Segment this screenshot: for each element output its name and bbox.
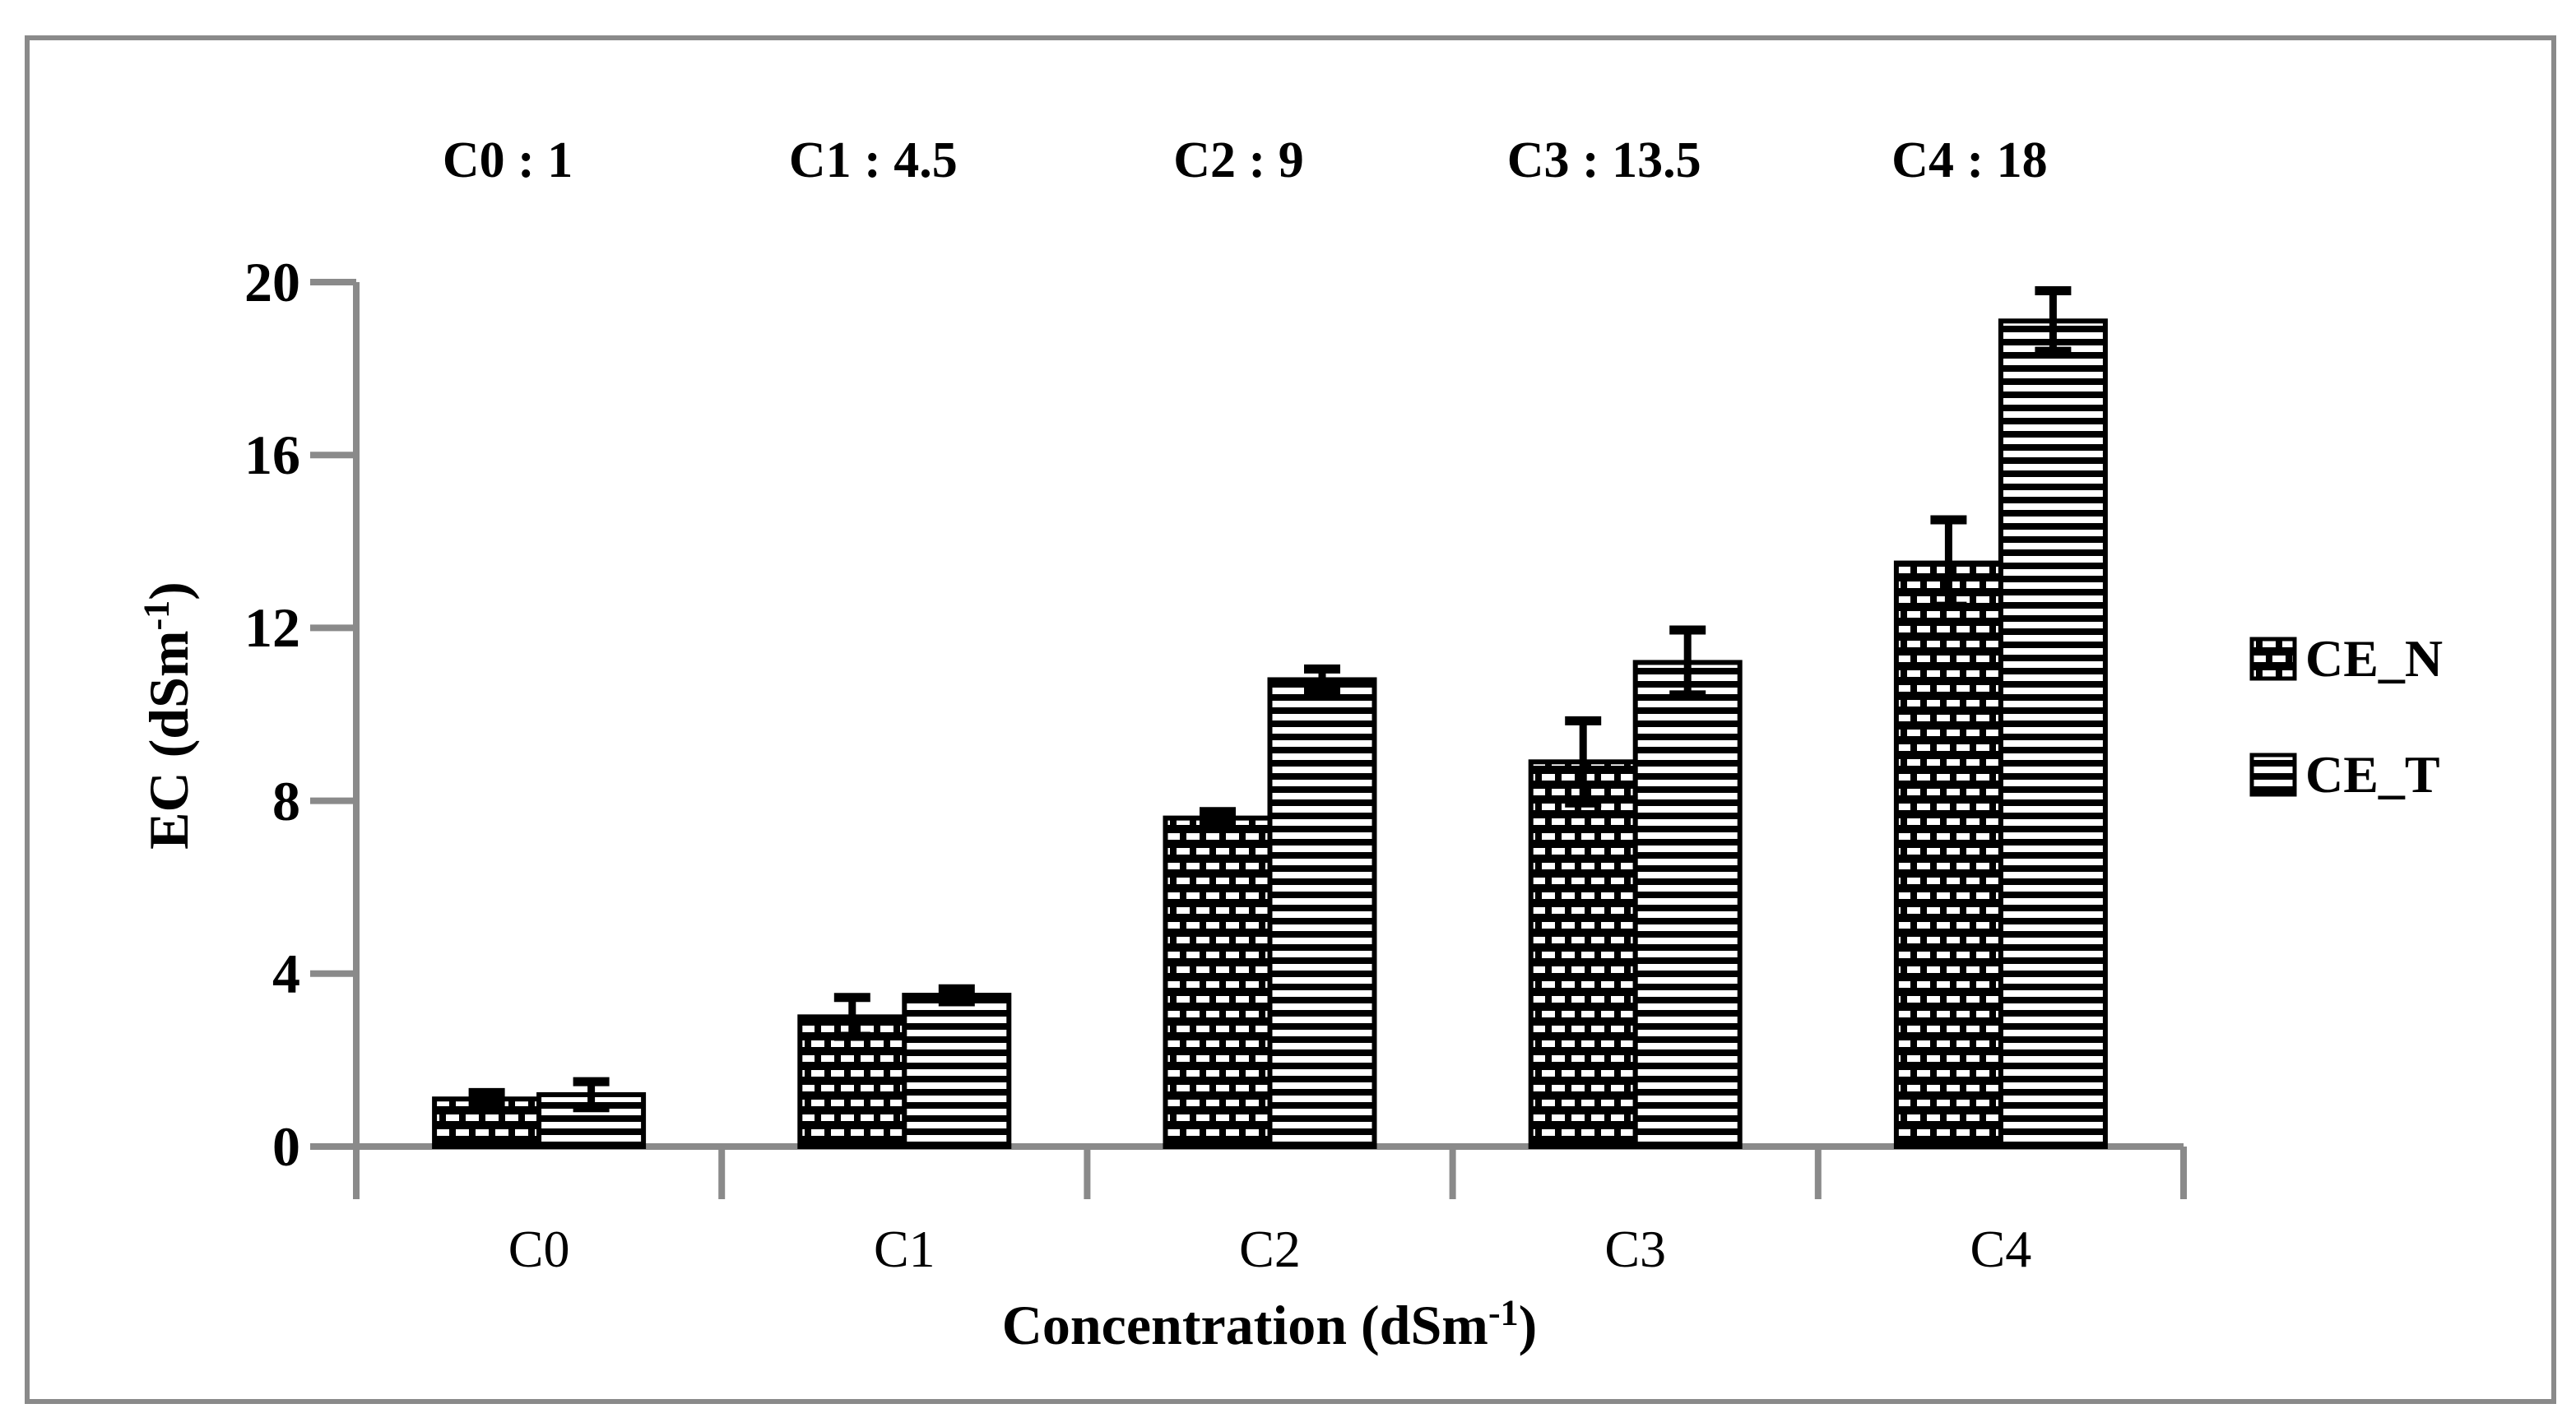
x-tick-label-c4: C4 [1970, 1220, 2032, 1278]
annotation-c2: C2 : 9 [1173, 132, 1304, 188]
annotation-c1: C1 : 4.5 [788, 132, 958, 188]
y-tick-label-4: 4 [272, 942, 300, 1005]
bars [432, 318, 2108, 1150]
y-tick-label-20: 20 [244, 251, 300, 313]
legend-label-ce-n: CE_N [2305, 629, 2444, 688]
x-axis-title-text: Concentration (dSm [1001, 1294, 1488, 1356]
x-tick-label-c2: C2 [1239, 1220, 1301, 1278]
annotation-c0: C0 : 1 [442, 132, 573, 188]
x-axis-title-close: ) [1518, 1294, 1538, 1356]
x-tick-label-c3: C3 [1604, 1220, 1667, 1278]
x-tick-label-c1: C1 [873, 1220, 935, 1278]
y-axis-title-close: ) [137, 581, 200, 600]
x-axis-title: Concentration (dSm-1) [776, 1293, 1763, 1358]
y-tick-label-0: 0 [272, 1115, 300, 1178]
annotation-c3: C3 : 13.5 [1506, 132, 1701, 188]
y-axis-title-text: EC (dSm [137, 630, 200, 850]
y-axis-title-sup: -1 [136, 600, 177, 631]
error-bars [468, 286, 2072, 1113]
annotation-c4: C4 : 18 [1891, 132, 2048, 188]
y-tick-label-16: 16 [244, 424, 300, 487]
x-axis-title-sup: -1 [1488, 1292, 1519, 1333]
y-tick-label-12: 12 [244, 596, 300, 660]
x-tick-label-c0: C0 [508, 1220, 570, 1278]
legend-markers [2249, 637, 2297, 797]
legend-label-ce-t: CE_T [2305, 745, 2440, 804]
y-tick-label-8: 8 [272, 769, 300, 832]
y-axis-title: EC (dSm-1) [136, 444, 200, 987]
